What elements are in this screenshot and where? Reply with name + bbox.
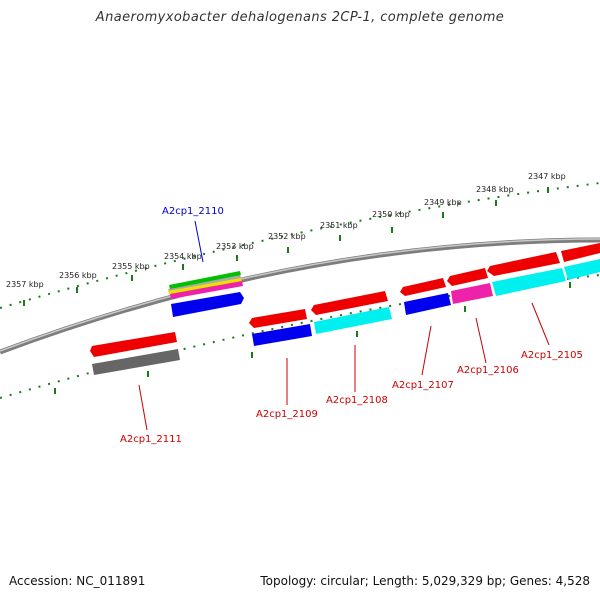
gene-label: A2cp1_2107 — [392, 380, 454, 391]
tick-label: 2355 kbp — [112, 262, 150, 271]
gene-label: A2cp1_2110 — [162, 206, 224, 217]
gene-A2cp1_2107[interactable] — [400, 278, 451, 315]
gene-A2cp1_2108[interactable] — [311, 291, 392, 334]
gene-label: A2cp1_2111 — [120, 434, 182, 445]
gene-A2cp1_2110[interactable] — [168, 271, 244, 317]
tick-label: 2357 kbp — [6, 280, 44, 289]
tick-label: 2349 kbp — [424, 198, 462, 207]
accession-label: Accession: NC_011891 — [9, 574, 146, 588]
gene-A2cp1_2106[interactable] — [447, 268, 493, 304]
tick-label: 2347 kbp — [528, 172, 566, 181]
tick-label: 2351 kbp — [320, 221, 358, 230]
tick-label: 2356 kbp — [59, 271, 97, 280]
tick-label: 2353 kbp — [216, 242, 254, 251]
ruler — [23, 187, 549, 306]
tick-label: 2352 kbp — [268, 232, 306, 241]
gene-label: A2cp1_2106 — [457, 365, 519, 376]
gene-A2cp1_2111[interactable] — [90, 332, 180, 375]
tick-label: 2354 kbp — [164, 252, 202, 261]
genome-backbone — [0, 237, 600, 355]
gene-A2cp1_2109[interactable] — [249, 309, 312, 346]
gene-label: A2cp1_2109 — [256, 409, 318, 420]
gene-label: A2cp1_2105 — [521, 350, 583, 361]
gene-A2cp1_2105[interactable] — [487, 243, 600, 296]
inner-ticks — [54, 282, 571, 394]
tick-label: 2350 kbp — [372, 210, 410, 219]
gene-label: A2cp1_2108 — [326, 395, 388, 406]
genome-summary: Topology: circular; Length: 5,029,329 bp… — [260, 574, 590, 588]
genome-title: Anaeromyxobacter dehalogenans 2CP-1, com… — [95, 10, 505, 25]
tick-label: 2348 kbp — [476, 185, 514, 194]
